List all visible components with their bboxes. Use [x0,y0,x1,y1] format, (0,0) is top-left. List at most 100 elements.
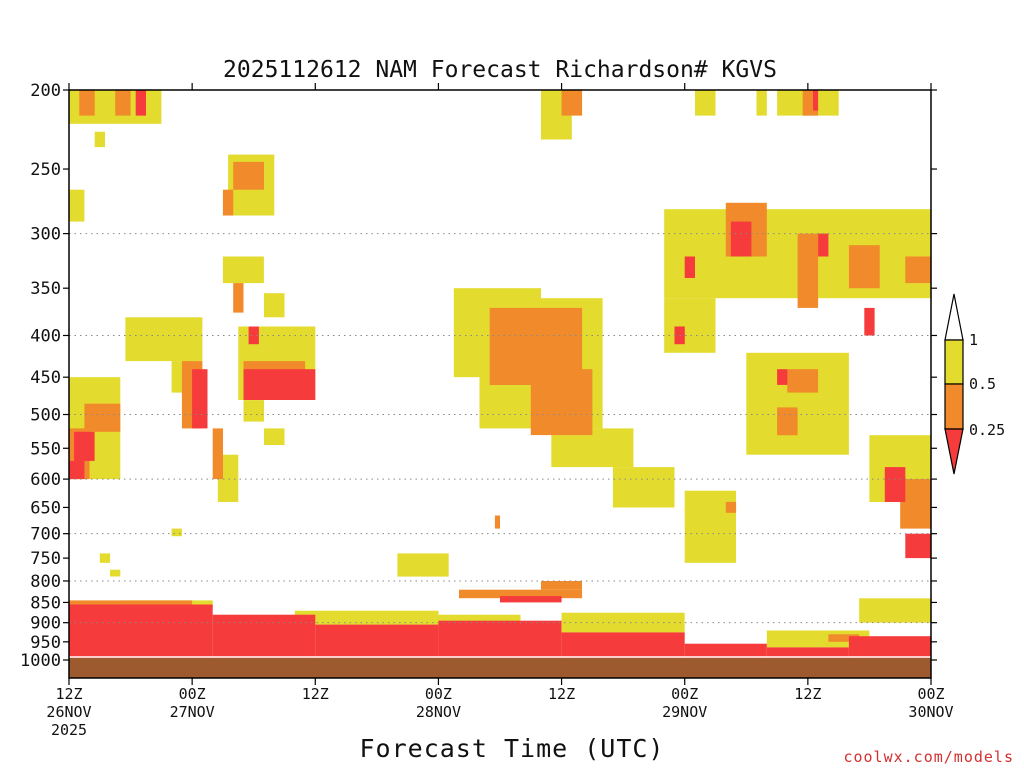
x-axis-label: Forecast Time (UTC) [360,734,665,763]
ri-region-low [730,221,752,257]
ri-region-high [438,614,521,623]
ri-region-high [561,612,685,633]
heatmap-cells [69,90,931,660]
ri-region-mid [233,161,264,190]
ri-region-low [438,620,562,660]
ri-region-mid [797,233,819,308]
ri-region-mid [233,283,244,313]
ri-region-low [500,596,562,603]
ri-region-mid [115,90,131,116]
ri-region-high [664,298,716,353]
colorbar-segment-mid-high [944,339,964,385]
ri-region-low [684,643,767,660]
ri-region-high [69,189,85,222]
ri-region-mid [212,428,223,480]
colorbar-legend: 1 0.5 0.25 [944,293,1005,475]
ri-region-low [192,369,208,429]
x-tick-label: 12Z [548,685,575,703]
ri-region-high [222,256,264,284]
ri-region-mid [905,256,931,284]
ri-region-low [74,431,95,461]
ri-region-low [561,632,685,660]
x-tick-label: 2025 [51,721,87,739]
ri-region-mid [725,501,737,513]
chart-title: 2025112612 NAM Forecast Richardson# KGVS [223,57,777,83]
y-tick-label: 850 [30,593,61,613]
colorbar-segment-bottom [944,428,964,475]
x-tick-label: 00Z [671,685,698,703]
ri-region-mid [541,581,582,590]
x-tick-label: 29NOV [662,703,707,721]
ri-region-high [264,428,285,445]
ri-region-high [264,293,285,318]
ri-region-mid [900,479,931,529]
colorbar-tick-label: 0.25 [969,421,1005,439]
ri-region-low [212,614,316,660]
ri-region-high [99,553,111,563]
y-tick-label: 900 [30,614,61,634]
ri-region-high [294,610,439,625]
ri-region-low [864,307,875,336]
ri-region-mid [530,369,593,436]
credit-text: coolwx.com/models [843,748,1014,766]
ri-region-low [848,636,931,660]
x-tick-label: 12Z [794,685,821,703]
x-tick-label: 12Z [55,685,82,703]
x-tick-label: 00Z [917,685,944,703]
y-tick-label: 350 [30,279,61,299]
ri-region-low [905,533,931,559]
ground-band [69,658,931,678]
ri-region-low [777,369,788,385]
ri-region-mid [828,634,860,642]
ri-region-mid [494,515,500,529]
ri-region-high [612,467,675,508]
ri-region-mid [459,589,583,599]
ri-region-mid [79,90,95,116]
ri-region-high [695,90,716,116]
y-tick-label: 450 [30,368,61,388]
y-tick-label: 750 [30,549,61,569]
grid-lines [69,233,931,624]
ri-region-low [243,369,316,400]
y-tick-label: 200 [30,81,61,101]
ri-region-low [684,256,695,278]
y-axis: 200 250 300 350 400 450 500 550 600 650 700 750 8008… [20,81,937,671]
ri-region-high [125,317,203,362]
x-tick-label: 30NOV [908,703,953,721]
plot-frame [68,89,932,679]
ri-region-mid [222,189,234,216]
ri-region-low [69,460,85,480]
colorbar-segment-mid-low [944,383,964,430]
ri-region-high [397,553,449,577]
x-tick-label: 27NOV [170,703,215,721]
y-tick-label: 400 [30,326,61,346]
ri-region-low [248,326,259,345]
ground-layer [69,656,931,678]
ri-region-low [135,90,146,116]
y-tick-label: 1000 [20,651,61,671]
ri-region-mid [84,403,121,432]
x-tick-label: 28NOV [416,703,461,721]
x-tick-label: 26NOV [46,703,91,721]
y-tick-label: 650 [30,498,61,518]
y-tick-label: 300 [30,225,61,245]
y-tick-label: 500 [30,406,61,426]
ri-region-low [813,90,819,111]
ri-region-high [756,90,767,116]
ri-region-high [94,131,105,148]
x-tick-label: 00Z [179,685,206,703]
y-tick-label: 950 [30,633,61,653]
x-tick-label: 00Z [425,685,452,703]
ri-region-low [315,624,439,660]
ri-region-high [110,569,121,577]
colorbar-tick-label: 1 [969,331,978,349]
y-tick-label: 550 [30,439,61,459]
ri-region-high [746,352,849,455]
ri-region-low [818,233,829,257]
ri-region-mid [848,245,880,289]
colorbar-segment-top [944,293,964,341]
y-tick-label: 250 [30,160,61,180]
x-tick-label: 12Z [302,685,329,703]
ri-region-high [171,528,182,537]
